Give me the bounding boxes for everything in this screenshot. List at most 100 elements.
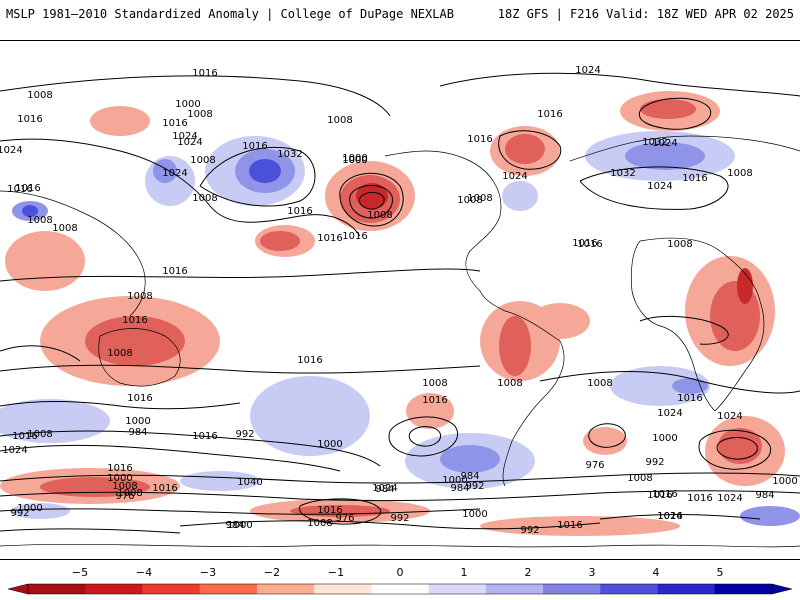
isobars [0, 72, 800, 534]
isobar-label: 1000 [125, 416, 150, 427]
isobar-line [0, 430, 381, 467]
isobar-label: 1016 [677, 393, 702, 404]
pos-anomaly-blob [10, 503, 70, 519]
isobar-label: 1016 [162, 118, 187, 129]
isobar-label: 1008 [112, 481, 137, 492]
isobar-label: 1000 [342, 153, 367, 164]
pos-anomaly-blob [502, 181, 538, 211]
isobar-label: 1000 [317, 439, 342, 450]
isobar-label: 1008 [27, 429, 52, 440]
isobar-label: 1016 [162, 266, 187, 277]
colorbar-tick-label: −5 [71, 566, 89, 579]
isobar-label: 1016 [422, 395, 447, 406]
isobar-line [349, 185, 393, 219]
isobar-line [179, 520, 601, 530]
isobar-line [0, 268, 481, 282]
header: MSLP 1981–2010 Standardized Anomaly | Co… [0, 0, 800, 30]
neg-anomaly-blob [260, 231, 300, 251]
isobar-line [498, 130, 562, 170]
neg-anomaly-blob [505, 134, 545, 164]
isobar-label: 1016 [15, 183, 40, 194]
isobar-label: 1008 [587, 378, 612, 389]
isobar-label: 1016 [127, 393, 152, 404]
coastline-south-america [502, 310, 565, 487]
isobar-label: 1032 [610, 168, 635, 179]
isobar-line [0, 472, 800, 484]
isobar-line [716, 437, 758, 460]
isobar-label: 992 [645, 457, 664, 468]
pos-anomaly-blob [610, 366, 710, 406]
isobar-line [439, 72, 800, 97]
isobar-label: 1016 [557, 520, 582, 531]
neg-anomaly-blob [356, 183, 388, 209]
isobar-label: 1008 [117, 488, 142, 499]
isobar-label: 1008 [27, 215, 52, 226]
isobar-label: 1024 [717, 411, 742, 422]
colorbar-tick-label: −2 [263, 566, 281, 579]
neg-anomaly-blob [90, 106, 150, 136]
colorbar-segment [543, 584, 601, 594]
isobar-line [588, 423, 626, 448]
isobar-label: 1008 [627, 473, 652, 484]
isobar-label: 992 [465, 481, 484, 492]
coastline-asia [0, 190, 146, 317]
pos-anomaly-blob [249, 159, 281, 183]
isobar-line [359, 191, 385, 210]
isobar-label: 1016 [577, 239, 602, 250]
isobar-label: 1016 [242, 141, 267, 152]
isobar-label: 1024 [177, 137, 202, 148]
isobar-label: 1016 [107, 463, 132, 474]
isobar-line [388, 416, 458, 457]
isobar-label: 1016 [652, 489, 677, 500]
colorbar-segment [714, 584, 773, 594]
pos-anomaly-blob [22, 205, 38, 217]
isobar-label: 1008 [327, 115, 352, 126]
isobar-label: 976 [115, 491, 134, 502]
isobar-label: 984 [225, 520, 244, 531]
isobar-label: 1016 [342, 231, 367, 242]
isobar-label: 984 [755, 490, 774, 501]
isobar-label: 992 [390, 513, 409, 524]
isobar-line [579, 166, 729, 210]
isobar-label: 1024 [657, 511, 682, 522]
isobar-label: 1008 [422, 378, 447, 389]
isobar-label: 1024 [502, 171, 527, 182]
isobar-label: 1000 [17, 503, 42, 514]
isobar-label: 1024 [162, 168, 187, 179]
isobar-line [0, 444, 341, 472]
colorbar-segment [485, 584, 544, 594]
colorbar-tick-label: 4 [652, 566, 660, 579]
neg-anomaly-blob [5, 231, 85, 291]
isobar-label: 1016 [537, 109, 562, 120]
colorbar-segment [256, 584, 315, 594]
isobar-line [0, 490, 800, 502]
coastlines [0, 135, 800, 548]
isobar-label: 1024 [717, 493, 742, 504]
colorbar-tick-label: 1 [460, 566, 468, 579]
isobar-label: 1016 [287, 206, 312, 217]
neg-anomaly-blob [85, 316, 185, 366]
pos-anomaly-blob [180, 471, 260, 491]
colorbar-segment [314, 584, 372, 594]
isobar-label: 1016 [317, 505, 342, 516]
map-frame: 1016102410081000101610081016102410081016… [0, 40, 800, 560]
isobar-label: 1040 [237, 477, 262, 488]
isobar-label: 1024 [647, 181, 672, 192]
coastline-eurasia [569, 135, 800, 162]
isobar-label: 1016 [647, 490, 672, 501]
isobar-label: 1008 [367, 210, 392, 221]
isobar-label: 1016 [657, 511, 682, 522]
colorbar-segment [657, 584, 716, 594]
isobar-line [639, 315, 729, 345]
colorbar-tick-label: 3 [588, 566, 596, 579]
title-right: 18Z GFS | F216 Valid: 18Z WED APR 02 202… [497, 7, 794, 21]
isobar-label: 1008 [667, 239, 692, 250]
isobar-label: 1016 [12, 431, 37, 442]
isobar-label: 984 [128, 427, 147, 438]
isobar-label: 1024 [652, 138, 677, 149]
isobar-label: 976 [335, 513, 354, 524]
isobar-label: 1000 [442, 475, 467, 486]
isobar-label: 976 [585, 460, 604, 471]
neg-anomaly-blob [406, 393, 454, 429]
isobar-label: 1024 [372, 483, 397, 494]
